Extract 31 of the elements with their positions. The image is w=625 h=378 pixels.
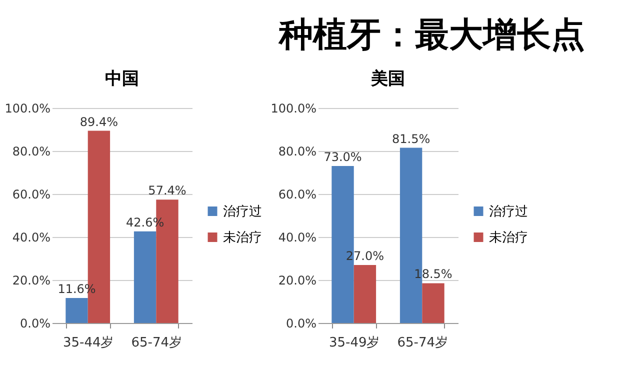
legend-label: 治疗过 bbox=[489, 204, 528, 220]
legend-label: 未治疗 bbox=[489, 230, 528, 246]
chart-title: 中国 bbox=[105, 69, 139, 89]
y-tick-label: 0.0% bbox=[20, 316, 50, 330]
y-tick-label: 100.0% bbox=[4, 102, 50, 116]
y-tick-label: 80.0% bbox=[278, 144, 316, 158]
chart-title: 美国 bbox=[370, 69, 405, 89]
y-tick-label: 20.0% bbox=[278, 274, 316, 288]
bar bbox=[66, 298, 88, 323]
y-tick-label: 100.0% bbox=[270, 102, 316, 116]
x-tick-label: 65-74岁 bbox=[131, 336, 182, 350]
y-tick-label: 60.0% bbox=[12, 188, 50, 202]
bar bbox=[422, 283, 444, 323]
legend-label: 治疗过 bbox=[223, 204, 262, 220]
data-label: 73.0% bbox=[324, 150, 362, 164]
y-tick-label: 20.0% bbox=[12, 274, 50, 288]
y-tick-label: 40.0% bbox=[12, 230, 50, 244]
x-tick-label: 35-44岁 bbox=[62, 336, 114, 350]
x-tick-label: 35-49岁 bbox=[328, 336, 380, 350]
data-label: 57.4% bbox=[148, 184, 186, 198]
bar bbox=[354, 264, 376, 323]
bar bbox=[134, 231, 156, 323]
y-tick-label: 80.0% bbox=[12, 144, 50, 158]
data-label: 81.5% bbox=[392, 132, 430, 146]
y-tick-label: 60.0% bbox=[278, 188, 316, 202]
y-tick-label: 0.0% bbox=[286, 316, 316, 330]
data-label: 89.4% bbox=[80, 114, 118, 129]
text: 种植牙：最大增长点 bbox=[279, 15, 585, 55]
y-tick-label: 40.0% bbox=[278, 230, 316, 244]
x-tick-label: 65-74岁 bbox=[397, 336, 448, 350]
legend-label: 未治疗 bbox=[223, 230, 262, 246]
